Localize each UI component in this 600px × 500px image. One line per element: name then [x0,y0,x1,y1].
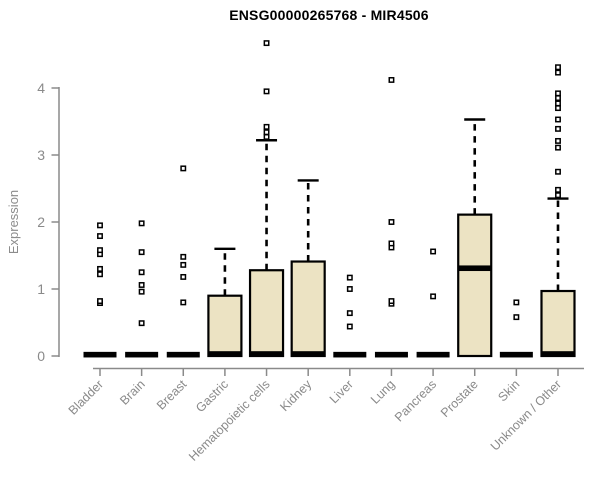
outlier-point-brain [138,269,145,276]
median-bar-brain [125,351,159,358]
x-tick-label-hematopoietic-cells: Hematopoietic cells [186,377,273,464]
outlier-point-unknown-other [555,116,561,123]
outlier-point-unknown-other [555,144,561,151]
box-prostate [457,213,493,358]
x-tick-label-skin: Skin [495,377,522,404]
outlier-point-brain [138,249,145,256]
outlier-point-unknown-other [555,192,561,199]
median-bar-gastric [208,351,242,357]
outlier-point-breast [180,299,187,306]
outlier-point-brain [138,320,145,327]
outlier-point-pancreas [430,248,437,255]
outlier-point-hematopoietic-cells [263,129,270,136]
outlier-point-unknown-other [555,137,561,144]
outlier-point-unknown-other [555,168,561,175]
outlier-point-breast [180,253,187,260]
outlier-point-bladder [97,265,103,272]
outlier-point-bladder [97,233,103,240]
outlier-point-lung [388,240,395,247]
outlier-point-unknown-other [555,125,561,132]
outlier-point-hematopoietic-cells [263,133,270,140]
median-bar-liver [333,351,367,358]
outlier-point-pancreas [430,293,437,300]
outlier-point-unknown-other [555,90,561,97]
outlier-point-brain [138,282,145,288]
x-tick-label-unknown-other: Unknown / Other [488,377,564,453]
outlier-point-unknown-other [555,69,561,76]
box-gastric [207,294,243,358]
outlier-point-hematopoietic-cells [263,40,270,47]
outlier-point-brain [138,288,145,295]
x-tick-label-bladder: Bladder [66,377,106,417]
x-tick-label-kidney: Kidney [277,377,314,414]
outlier-point-lung [388,298,395,305]
outlier-point-bladder [97,271,103,278]
outlier-point-skin [513,299,520,306]
y-tick-label: 1 [37,281,45,297]
outlier-point-unknown-other [555,64,561,71]
chart-title: ENSG00000265768 - MIR4506 [229,7,429,23]
box-unknown-other [540,289,576,358]
box-kidney [290,260,326,358]
y-tick-label: 0 [37,348,45,364]
x-tick-label-lung: Lung [368,377,398,407]
outlier-point-breast [180,165,187,172]
median-bar-skin [499,351,533,358]
median-bar-breast [166,351,200,358]
outlier-point-unknown-other [555,100,561,107]
outlier-point-liver [346,274,353,281]
outlier-point-liver [346,323,353,330]
outlier-point-liver [346,310,353,317]
median-bar-prostate [458,265,492,272]
x-tick-label-liver: Liver [327,377,356,406]
outlier-point-lung [388,219,395,225]
median-bar-unknown-other [541,351,575,357]
x-tick-label-pancreas: Pancreas [392,377,439,424]
outlier-point-bladder [97,222,103,229]
outlier-point-liver [346,286,353,292]
x-tick-label-breast: Breast [154,377,190,413]
outlier-point-lung [388,77,395,83]
outlier-point-unknown-other [555,186,561,193]
outlier-point-brain [138,220,145,227]
median-bar-hematopoietic-cells [250,351,284,357]
outlier-point-hematopoietic-cells [263,123,270,130]
median-bar-kidney [291,351,325,357]
box-hematopoietic-cells [248,269,285,358]
outlier-point-skin [513,314,520,321]
outlier-point-hematopoietic-cells [263,88,270,95]
y-tick-label: 2 [37,214,45,230]
outlier-point-unknown-other [555,95,561,101]
x-tick-label-prostate: Prostate [438,377,481,420]
y-tick-label: 4 [37,80,45,96]
x-tick-label-brain: Brain [117,377,148,408]
outlier-point-breast [180,261,187,268]
x-tick-label-gastric: Gastric [193,377,231,415]
median-bar-bladder [83,351,117,358]
outlier-point-breast [180,273,187,280]
median-bar-pancreas [416,351,450,358]
y-tick-label: 3 [37,147,45,163]
outlier-point-bladder [97,298,103,305]
outlier-point-unknown-other [555,105,561,112]
median-bar-lung [374,351,408,358]
outlier-point-bladder [97,247,103,254]
